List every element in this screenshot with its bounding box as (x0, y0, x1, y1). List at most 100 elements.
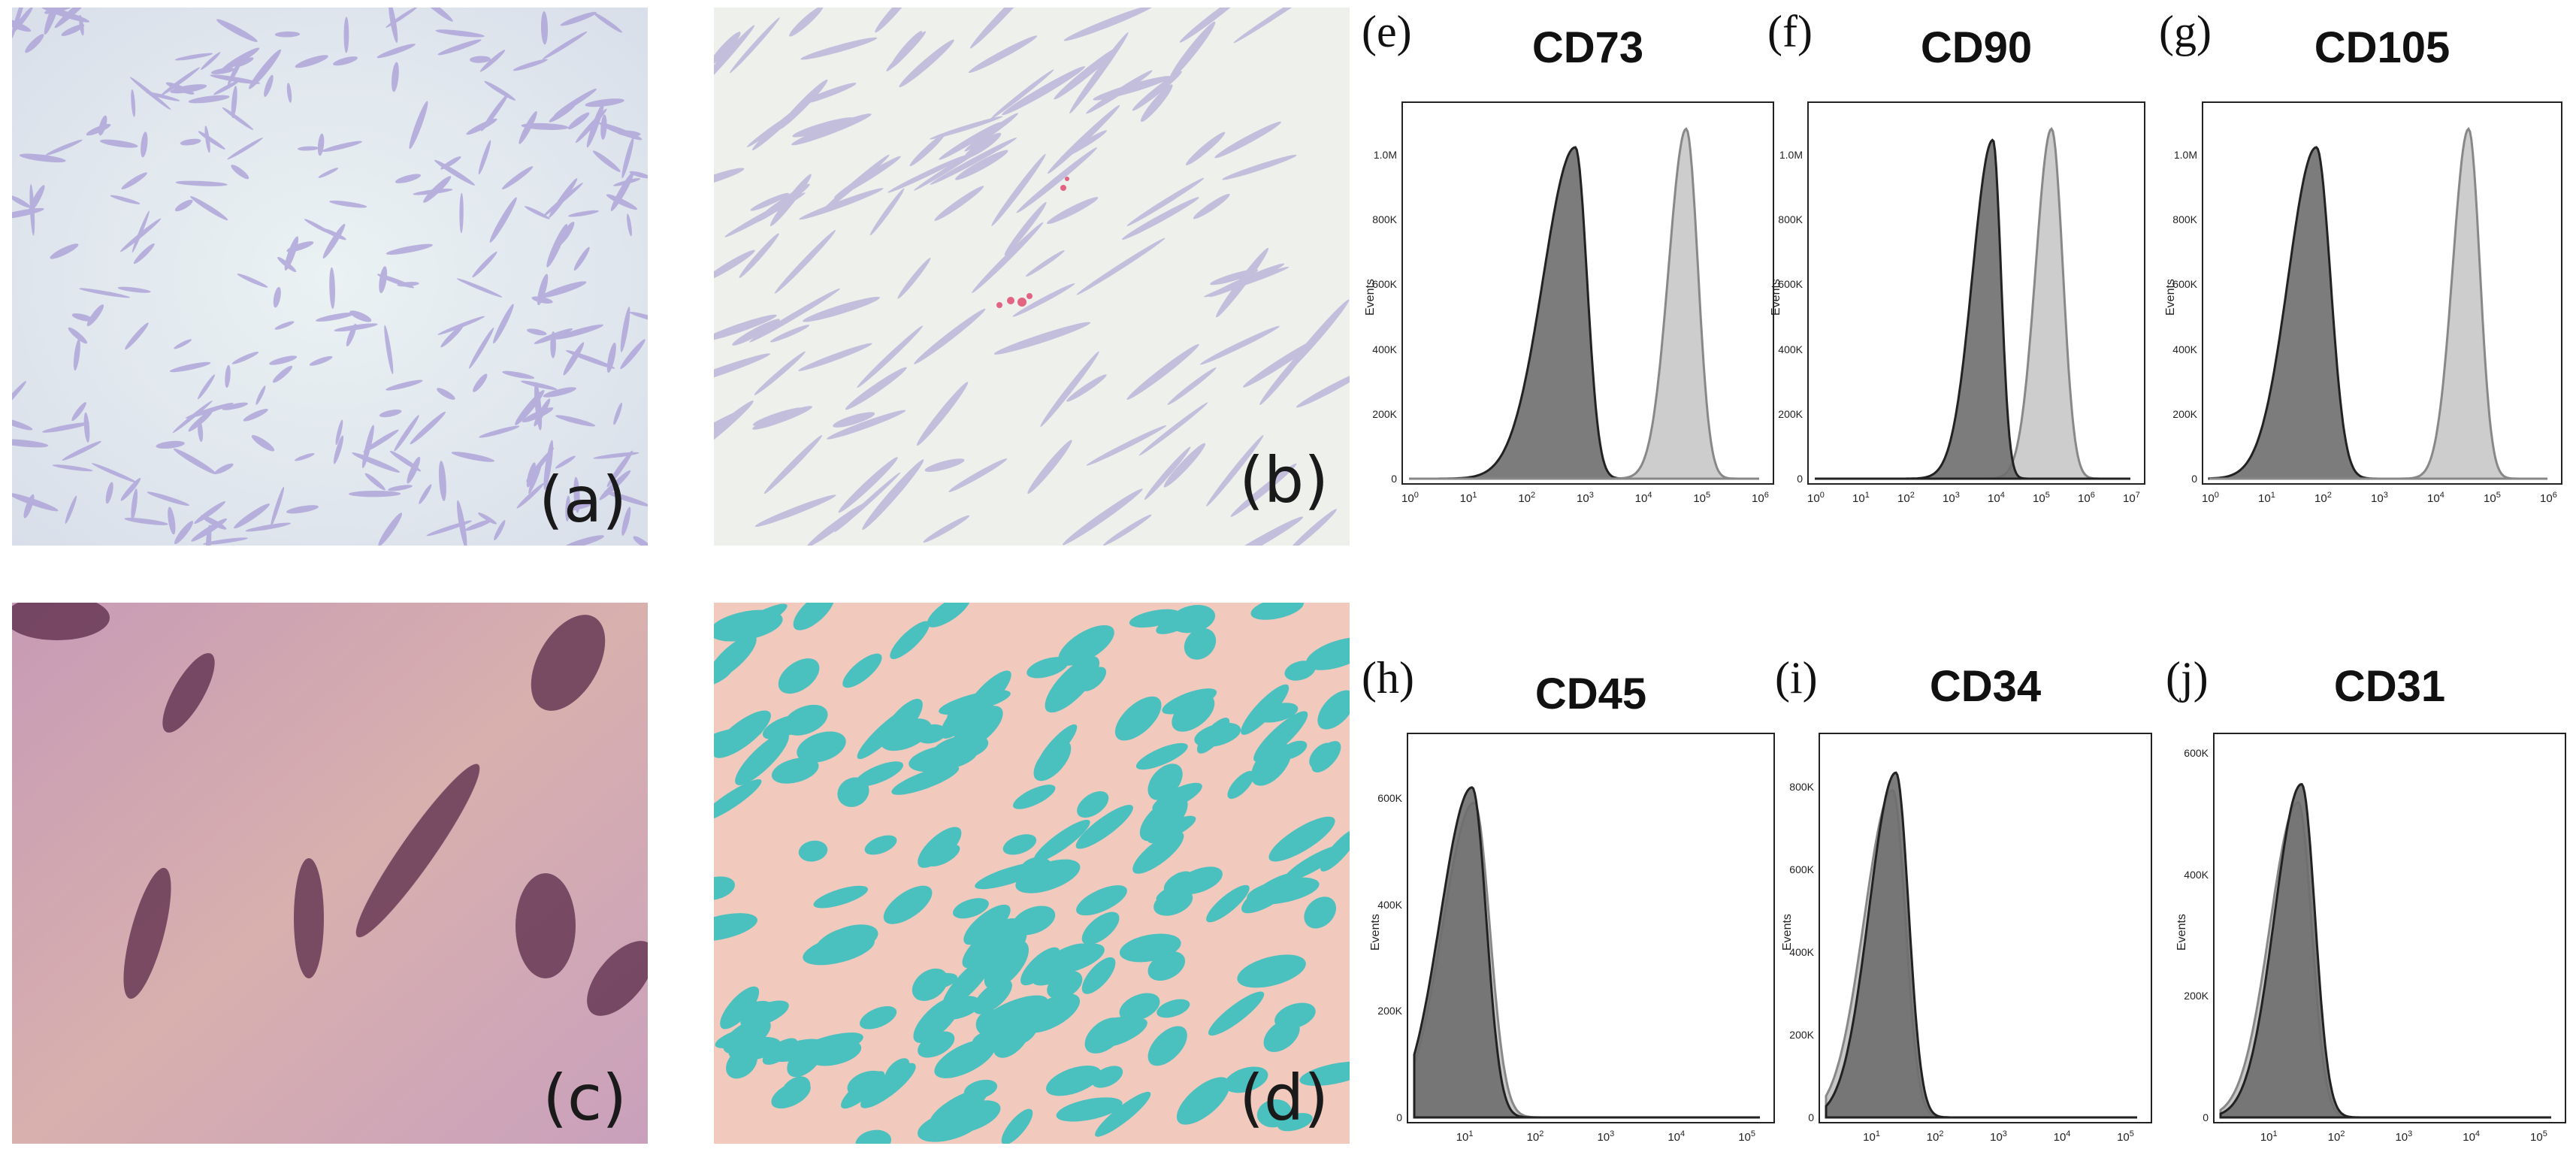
cell-shape (1040, 351, 1099, 427)
cell-shape (1075, 805, 1133, 849)
panel-letter: (h) (1362, 653, 1414, 703)
cell-shape (1047, 197, 1099, 225)
cell-shape (456, 278, 503, 298)
cell-shape (213, 80, 240, 95)
photo-b-image (714, 8, 1350, 546)
x-tick-exponent: 6 (2552, 491, 2557, 500)
cell-shape (410, 411, 446, 445)
cell-shape (838, 457, 898, 513)
cell-shape (384, 325, 394, 374)
cell-shape (322, 141, 362, 153)
cell-shape (754, 351, 806, 395)
x-tick-exponent: 1 (2272, 1129, 2278, 1138)
x-tick-label: 104 (1667, 1129, 1685, 1144)
cell-shape (174, 339, 192, 349)
x-tick-base: 10 (2427, 492, 2440, 505)
cell-shape (633, 536, 648, 546)
cell-shape (117, 286, 151, 293)
cell-shape (528, 461, 543, 494)
x-tick-exponent: 5 (1706, 491, 1711, 500)
cell-shape (255, 385, 266, 405)
cell-shape (1263, 1019, 1300, 1052)
cell-shape (251, 435, 275, 452)
cell-shape (1156, 999, 1190, 1018)
cell-shape (1309, 742, 1335, 769)
x-tick-label: 104 (1635, 491, 1652, 505)
cell-shape (797, 731, 846, 763)
cell-shape (521, 122, 569, 130)
y-tick-label: 800K (1789, 781, 1814, 793)
x-tick-exponent: 0 (1413, 491, 1419, 500)
cell-shape (160, 67, 201, 96)
x-tick-label: 101 (2258, 491, 2275, 505)
cell-shape (1206, 884, 1250, 923)
cell-shape (1001, 1108, 1033, 1144)
histogram-svg (1409, 127, 1759, 480)
cell-shape (715, 1026, 762, 1048)
cell-shape (886, 31, 927, 71)
cell-shape (25, 34, 44, 53)
photo-c-image (12, 603, 648, 1144)
cell-shape (948, 458, 1008, 492)
cell-shape (1253, 711, 1308, 762)
cell-shape (318, 168, 339, 178)
cell-shape (568, 210, 599, 217)
cell-shape (1077, 791, 1109, 818)
x-tick-label: 106 (2540, 491, 2557, 505)
cell-shape (141, 132, 148, 158)
cell-shape (12, 8, 27, 41)
cell-shape (1096, 1018, 1147, 1048)
x-tick-exponent: 4 (2439, 491, 2444, 500)
cell-shape (237, 274, 268, 288)
cell-shape (1054, 47, 1119, 100)
histogram-svg (1815, 127, 2130, 480)
cell-shape (478, 140, 491, 175)
cell-shape (110, 195, 141, 204)
cell-shape (1012, 283, 1075, 317)
cell-shape (264, 74, 274, 97)
histogram-svg (1413, 786, 1760, 1119)
cell-shape (12, 195, 31, 208)
cell-shape (516, 482, 545, 509)
cell-shape (714, 407, 748, 434)
x-tick-exponent: 2 (1531, 491, 1536, 500)
cell-shape (780, 1076, 811, 1105)
cell-shape (585, 98, 624, 107)
cell-shape (520, 380, 558, 390)
cell-shape (423, 176, 452, 203)
cell-shape (284, 236, 299, 271)
cell-shape (555, 455, 576, 469)
cell-shape (993, 1016, 1032, 1058)
cell-shape (1095, 1091, 1151, 1137)
cell-shape (963, 904, 1011, 945)
cell-shape (1020, 947, 1060, 986)
x-tick-base: 10 (2078, 492, 2091, 505)
cell-shape (1179, 8, 1250, 43)
x-tick-exponent: 2 (1939, 1129, 1944, 1138)
cell-shape (606, 450, 633, 487)
cell-shape (61, 24, 85, 36)
cell-shape (850, 1072, 884, 1093)
cell-shape (489, 197, 517, 243)
cell-shape (934, 186, 984, 221)
cell-shape (770, 1039, 824, 1063)
cell-shape (1126, 343, 1199, 400)
cell-shape (1283, 845, 1344, 881)
cell-shape (243, 408, 268, 422)
x-tick-label: 101 (1852, 491, 1870, 505)
cell-shape (1046, 1066, 1102, 1096)
cell-shape (1199, 325, 1280, 365)
cell-shape (304, 219, 331, 234)
cell-shape (604, 491, 648, 506)
cell-shape (174, 53, 213, 61)
x-tick-base: 10 (1526, 1131, 1540, 1144)
x-tick-base: 10 (1807, 492, 1820, 505)
cell-shape (1026, 657, 1069, 679)
y-tick-label: 0 (1808, 1111, 1814, 1123)
cell-shape (1193, 193, 1230, 219)
cell-shape (554, 88, 597, 116)
plot-title: CD90 (1920, 23, 2033, 72)
cell-shape (1139, 796, 1188, 842)
cell-shape (41, 8, 90, 23)
cell-shape (124, 517, 168, 525)
